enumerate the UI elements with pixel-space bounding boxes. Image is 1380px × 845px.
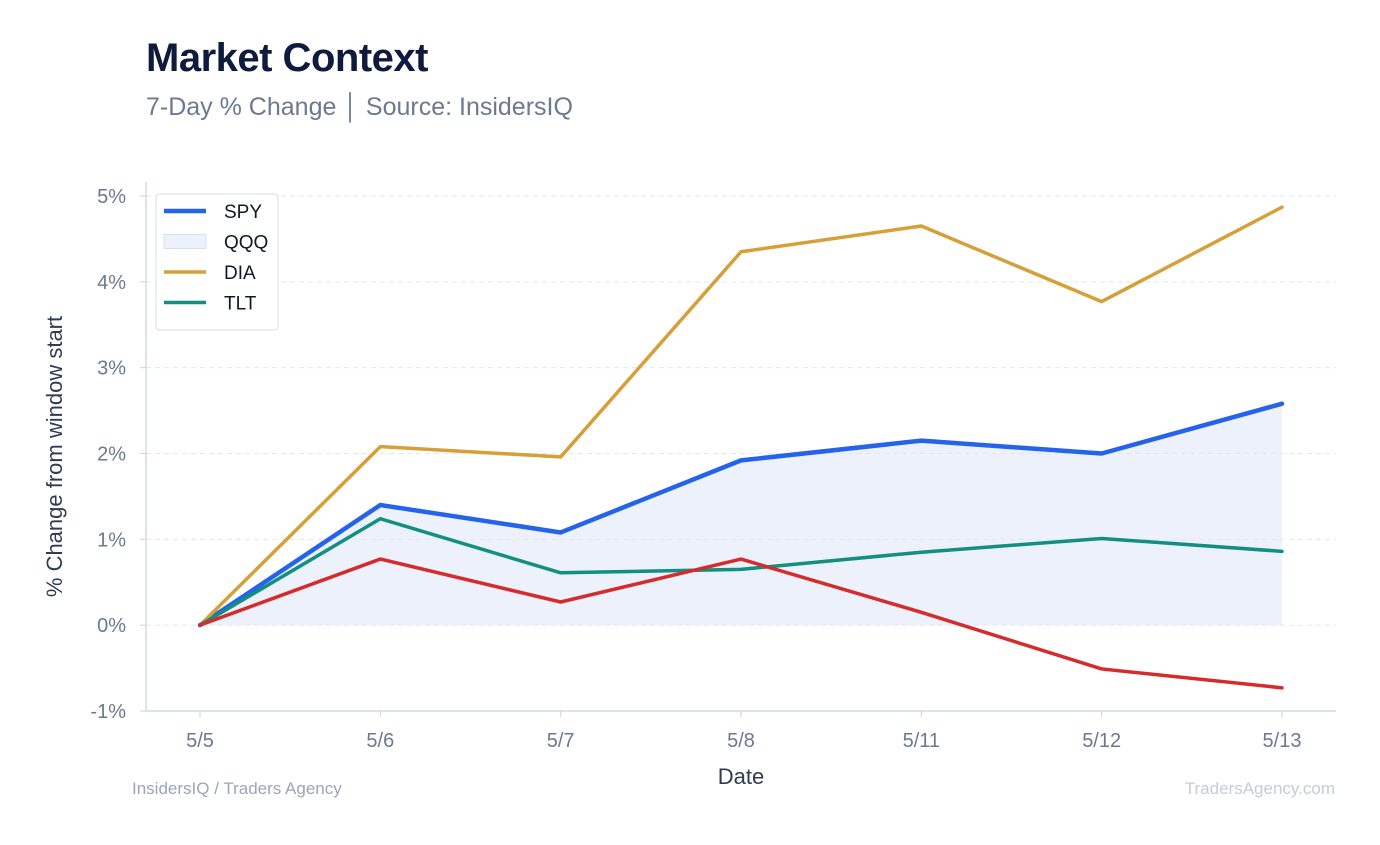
series-line-unnamed-4 bbox=[198, 557, 1284, 690]
y-tick-label: 4% bbox=[97, 272, 126, 294]
x-tick-label: 5/11 bbox=[903, 730, 940, 752]
legend-label-dia: DIA bbox=[224, 263, 256, 284]
series-line-dia bbox=[198, 205, 1284, 627]
x-tick-label: 5/8 bbox=[727, 730, 755, 752]
series-area-qqq bbox=[200, 403, 1282, 626]
legend-label-qqq: QQQ bbox=[224, 233, 268, 254]
legend-swatch-qqq bbox=[163, 234, 207, 249]
y-tick-label: 0% bbox=[97, 615, 126, 637]
footer-website: TradersAgency.com bbox=[1184, 779, 1335, 798]
area-layer bbox=[200, 403, 1282, 626]
axes: -1% 0% 1% 2% 3% 4% 5% 5/5 5/6 5/7 5/8 5/11 5/12 5/13 D… bbox=[42, 182, 1336, 789]
legend-label-tlt: TLT bbox=[224, 294, 257, 315]
series-line-spy bbox=[197, 401, 1285, 628]
x-tick-label: 5/5 bbox=[186, 730, 214, 752]
y-tick-label: 2% bbox=[97, 444, 126, 466]
x-axis-title: Date bbox=[718, 764, 764, 789]
y-tick-label: 5% bbox=[97, 186, 126, 208]
x-tick-label: 5/12 bbox=[1082, 730, 1121, 752]
y-tick-label: -1% bbox=[90, 701, 126, 723]
series-line-tlt bbox=[198, 516, 1284, 627]
legend-label-spy: SPY bbox=[224, 202, 262, 223]
series-lines bbox=[197, 205, 1285, 690]
y-tick-label: 1% bbox=[97, 529, 126, 551]
footer-credit: InsidersIQ / Traders Agency bbox=[132, 779, 342, 798]
chart-title: Market Context bbox=[146, 36, 428, 80]
legend-box bbox=[155, 193, 279, 331]
x-tick-label: 5/13 bbox=[1263, 730, 1302, 752]
legend: SPY QQQ DIA TLT bbox=[155, 193, 279, 331]
x-tick-label: 5/7 bbox=[547, 730, 575, 752]
x-tick-label: 5/6 bbox=[366, 730, 394, 752]
y-tick-label: 3% bbox=[97, 358, 126, 380]
chart-subtitle: 7-Day % Change │ Source: InsidersIQ bbox=[146, 93, 573, 121]
y-axis-title: % Change from window start bbox=[42, 316, 67, 597]
